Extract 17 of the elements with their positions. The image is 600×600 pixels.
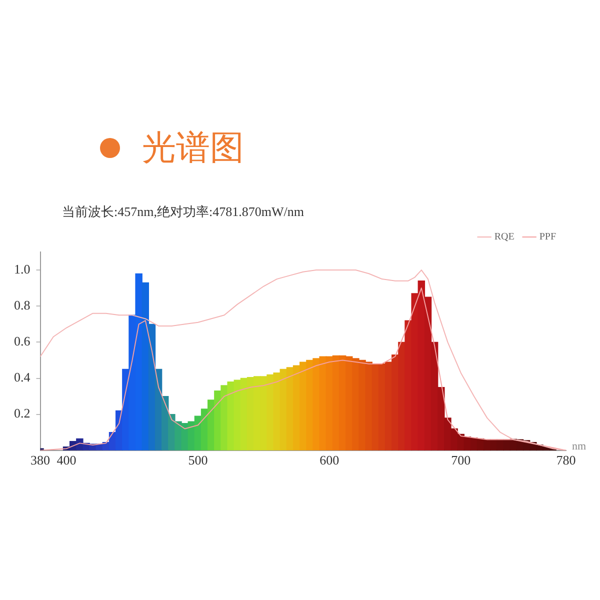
x-tick-label: 380 <box>30 452 50 468</box>
legend-label: PPF <box>539 232 556 243</box>
y-tick-label: 0.8 <box>14 298 30 313</box>
x-tick-label: 780 <box>556 452 576 468</box>
y-tick-label: 1.0 <box>14 261 30 276</box>
y-tick-label: 0.2 <box>14 406 30 421</box>
x-axis-title: nm <box>572 440 586 452</box>
y-tick-label: 0.4 <box>14 370 31 385</box>
x-tick-label: 400 <box>56 452 76 468</box>
chart-title: 光谱图 <box>142 127 244 170</box>
chart-subtitle: 当前波长:457nm,绝对功率:4781.870mW/nm <box>62 203 304 221</box>
bar <box>181 423 188 450</box>
x-tick-label: 600 <box>320 452 340 468</box>
x-tick-label: 700 <box>451 452 471 468</box>
legend-label: RQE <box>494 232 514 243</box>
x-tick-label: 500 <box>188 452 208 468</box>
y-tick-label: 0.6 <box>14 334 31 349</box>
